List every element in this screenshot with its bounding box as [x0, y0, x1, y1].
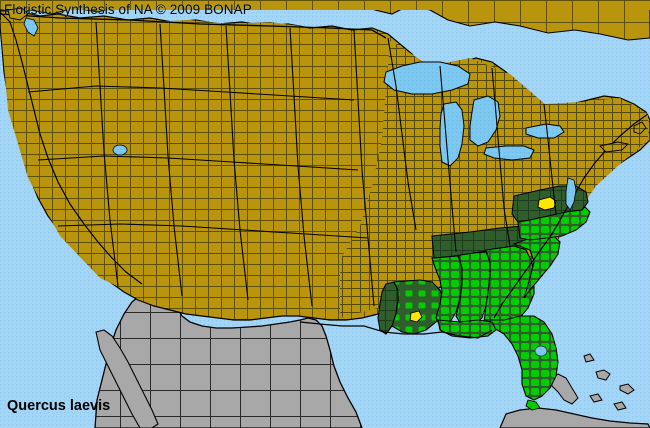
gulf-coastline	[299, 321, 493, 339]
lake-okeechobee	[534, 345, 548, 357]
west-counties-texture	[0, 16, 300, 316]
great-salt-lake	[112, 144, 128, 156]
map-title: Floristic Synthesis of NA © 2009 BONAP	[4, 2, 252, 17]
lake-erie	[483, 145, 535, 161]
state-present-florida	[484, 315, 559, 401]
vancouver-island	[7, 7, 29, 21]
cape-cod	[633, 121, 647, 135]
pacific-coastline	[0, 11, 143, 285]
chesapeake-bay	[565, 177, 577, 211]
long-island	[599, 141, 629, 153]
canada-northern-border	[0, 0, 650, 10]
lake-superior	[383, 61, 471, 95]
rare-counties-virginia	[537, 196, 557, 211]
florida-keys	[525, 399, 541, 411]
east-counties-texture	[340, 40, 648, 318]
baja-california	[95, 329, 159, 428]
lake-ontario	[525, 123, 565, 139]
puget-sound	[23, 17, 39, 37]
lake-michigan	[439, 101, 465, 167]
bahamas-islands-group	[551, 353, 635, 411]
mexico-landmass	[94, 289, 363, 428]
state-boundaries	[27, 21, 557, 307]
species-name-label: Quercus laevis	[7, 398, 111, 414]
canada-usa-border	[0, 13, 387, 39]
rare-counties-louisiana	[409, 310, 423, 323]
state-present-louisiana	[391, 279, 445, 335]
